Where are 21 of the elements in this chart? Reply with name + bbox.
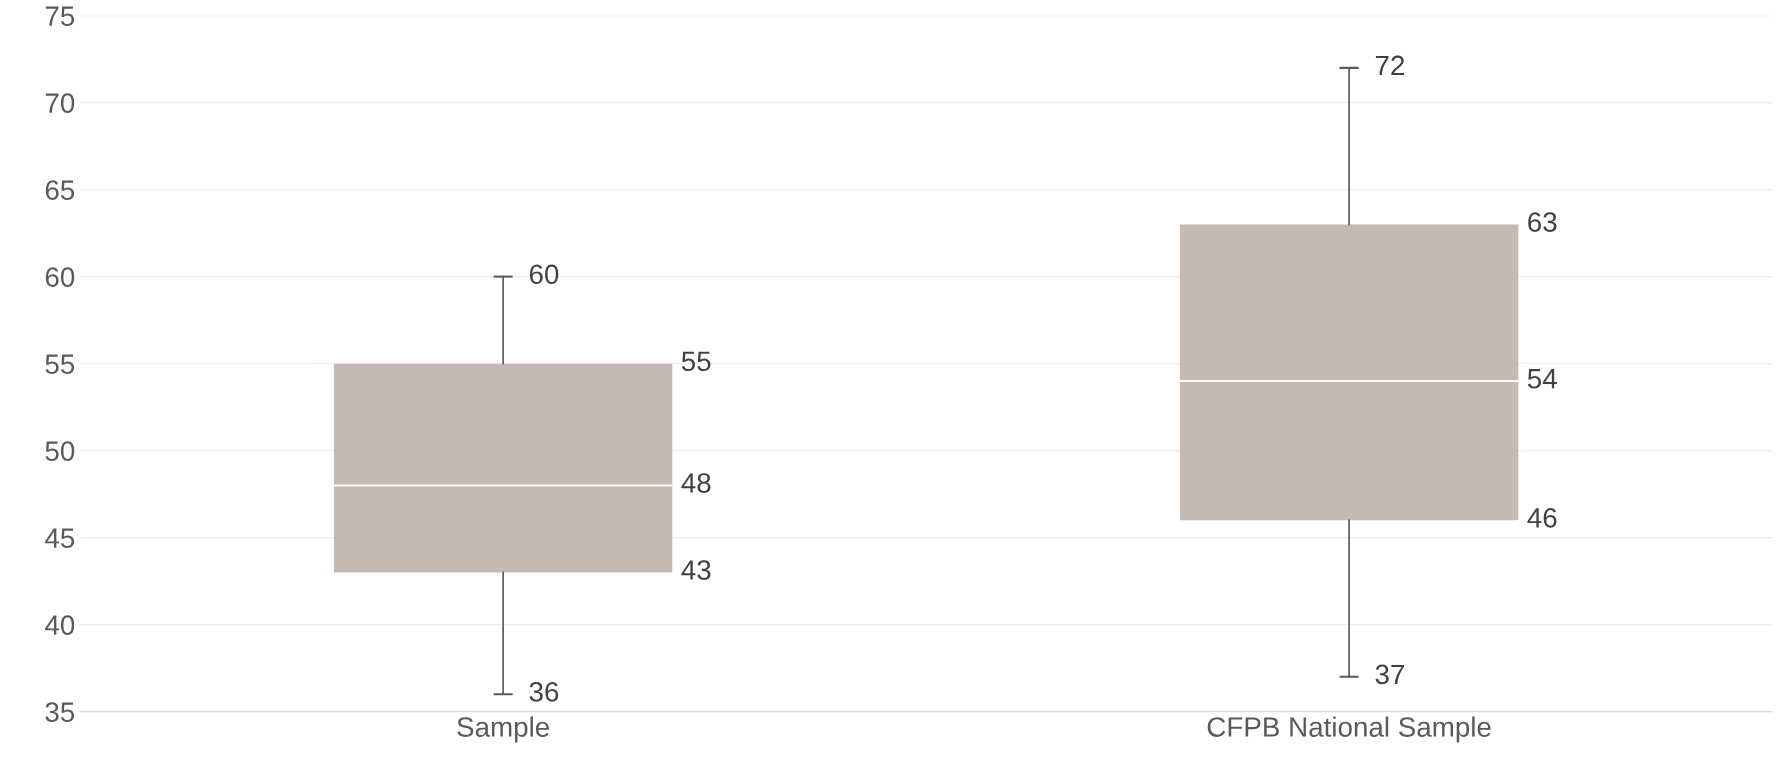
y-tick-label: 40 bbox=[45, 615, 75, 635]
annotation: 48 bbox=[681, 473, 711, 493]
x-tick-label: CFPB National Sample bbox=[1207, 716, 1491, 743]
annotation: 46 bbox=[1527, 508, 1557, 528]
y-tick-label: 35 bbox=[45, 702, 75, 722]
annotation: 60 bbox=[529, 264, 559, 285]
annotation: 36 bbox=[529, 682, 559, 702]
y-tick-label: 70 bbox=[45, 93, 75, 113]
y-tick-label: 55 bbox=[45, 354, 75, 374]
annotation: 43 bbox=[681, 560, 711, 580]
y-tick-label: 60 bbox=[45, 267, 75, 287]
y-tick-label: 50 bbox=[45, 441, 75, 461]
annotation: 37 bbox=[1375, 664, 1404, 685]
y-tick-label: 65 bbox=[45, 180, 75, 200]
y-tick-label: 75 bbox=[45, 6, 75, 26]
y-tick-label: 45 bbox=[45, 528, 75, 548]
x-tick-label: Sample bbox=[457, 716, 549, 743]
annotation: 55 bbox=[681, 351, 711, 372]
annotation: 54 bbox=[1527, 369, 1557, 389]
annotation: 63 bbox=[1528, 212, 1557, 232]
annotation: 72 bbox=[1375, 55, 1404, 76]
